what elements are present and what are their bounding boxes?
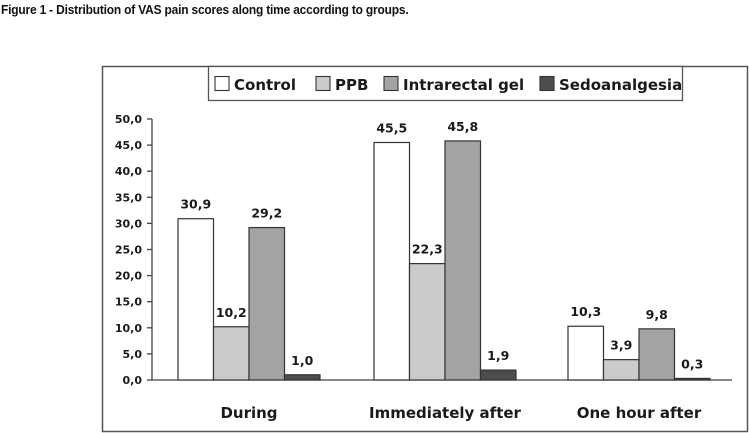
y-tick-label: 15,0 <box>115 296 142 309</box>
y-tick-label: 20,0 <box>115 270 142 283</box>
data-label: 1,9 <box>487 348 509 363</box>
figure-caption: Figure 1 - Distribution of VAS pain scor… <box>1 2 409 17</box>
legend-label: Sedoanalgesia <box>559 76 682 94</box>
bar-intrarectal-gel-1 <box>248 226 286 381</box>
y-tick-label: 40,0 <box>115 165 142 178</box>
y-tick-label: 35,0 <box>115 191 142 204</box>
data-label: 45,5 <box>376 120 407 135</box>
data-label: 29,2 <box>251 206 282 221</box>
data-label: 9,8 <box>646 307 668 322</box>
legend-swatch-sedoanalgesia <box>539 75 555 92</box>
legend-label: Intrarectal gel <box>403 76 524 94</box>
y-tick-label: 0,0 <box>123 374 143 387</box>
legend-box <box>207 65 684 102</box>
bar-sedoanalgesia-3 <box>673 377 711 381</box>
x-axis-labels: During Immediately after One hour after <box>220 404 701 422</box>
y-tick-label: 5,0 <box>123 348 143 361</box>
x-category-label: One hour after <box>577 404 702 422</box>
bar-control-1 <box>177 218 215 381</box>
bar-control-2 <box>373 141 411 381</box>
data-label: 30,9 <box>180 197 211 212</box>
data-label: 0,3 <box>681 356 703 371</box>
legend-label: Control <box>234 76 296 94</box>
y-tick-label: 50,0 <box>115 113 142 126</box>
legend: Control PPB Intrarectal gel Sedoanalgesia <box>207 65 684 102</box>
data-label: 22,3 <box>412 242 443 257</box>
data-label: 10,2 <box>216 305 247 320</box>
bar-ppb-3 <box>602 359 640 381</box>
bar-ppb-2 <box>408 262 446 381</box>
y-tick-label: 10,0 <box>115 322 142 335</box>
bar-intrarectal-gel-2 <box>444 140 482 381</box>
y-tick-label: 25,0 <box>115 244 142 257</box>
data-label: 3,9 <box>610 338 632 353</box>
y-tick-label: 45,0 <box>115 139 142 152</box>
x-category-label: Immediately after <box>369 404 521 422</box>
bar-ppb-1 <box>212 326 250 381</box>
bar-sedoanalgesia-1 <box>283 374 321 381</box>
bar-intrarectal-gel-3 <box>638 328 676 381</box>
data-label: 10,3 <box>570 304 601 319</box>
data-label: 1,0 <box>291 353 313 368</box>
bar-control-3 <box>567 325 605 381</box>
legend-swatch-intrarectal-gel <box>383 75 399 92</box>
legend-swatch-control <box>214 75 230 92</box>
legend-label: PPB <box>335 76 368 94</box>
legend-swatch-ppb <box>315 75 331 92</box>
bars <box>177 140 711 381</box>
y-axis: 0,0 5,0 10,0 15,0 20,0 25,0 30,0 35,0 40,0 45,0 50… <box>115 113 732 387</box>
x-category-label: During <box>220 404 277 422</box>
data-labels: 30,9 45,5 10,3 10,2 22,3 3,9 29,2 45,8 9,8 1,0 1,9… <box>180 119 703 372</box>
y-tick-label: 30,0 <box>115 217 142 230</box>
data-label: 45,8 <box>447 119 478 134</box>
bar-sedoanalgesia-2 <box>479 369 517 381</box>
